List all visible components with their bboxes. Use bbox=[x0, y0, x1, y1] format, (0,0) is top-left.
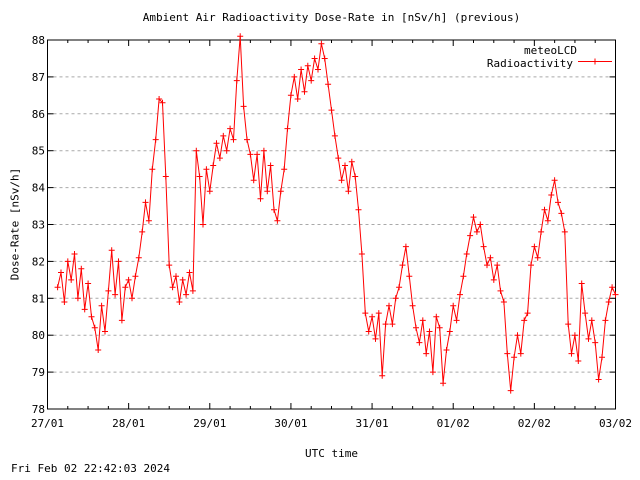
x-tick-label: 02/02 bbox=[518, 417, 551, 430]
x-tick-label: 03/02 bbox=[599, 417, 632, 430]
y-axis-label: Dose-Rate [nSv/h] bbox=[8, 167, 22, 281]
x-tick-label: 28/01 bbox=[112, 417, 145, 430]
x-tick-label: 31/01 bbox=[356, 417, 389, 430]
series-markers bbox=[54, 33, 619, 394]
y-tick-label: 79 bbox=[32, 366, 45, 379]
y-tick-label: 86 bbox=[32, 108, 45, 121]
series-line bbox=[57, 36, 616, 391]
legend-series-label: Radioactivity bbox=[486, 57, 573, 70]
timestamp: Fri Feb 02 22:42:03 2024 bbox=[11, 462, 170, 475]
x-tick-label: 01/02 bbox=[437, 417, 470, 430]
x-axis-label: UTC time bbox=[305, 447, 358, 460]
y-tick-label: 84 bbox=[32, 182, 46, 195]
legend-title: meteoLCD bbox=[524, 44, 577, 57]
x-tick-label: 29/01 bbox=[193, 417, 226, 430]
chart-title: Ambient Air Radioactivity Dose-Rate in [… bbox=[142, 11, 521, 24]
y-tick-label: 82 bbox=[32, 255, 45, 268]
y-tick-label: 83 bbox=[32, 219, 45, 232]
x-tick-label: 30/01 bbox=[274, 417, 307, 430]
y-tick-label: 85 bbox=[32, 145, 45, 158]
y-tick-label: 80 bbox=[32, 329, 45, 342]
legend-sample-marker bbox=[592, 58, 598, 65]
y-tick-label: 87 bbox=[32, 71, 45, 84]
y-tick-label: 81 bbox=[32, 292, 45, 305]
y-tick-label: 78 bbox=[32, 403, 45, 416]
y-tick-label: 88 bbox=[32, 34, 45, 47]
x-tick-label: 27/01 bbox=[31, 417, 64, 430]
